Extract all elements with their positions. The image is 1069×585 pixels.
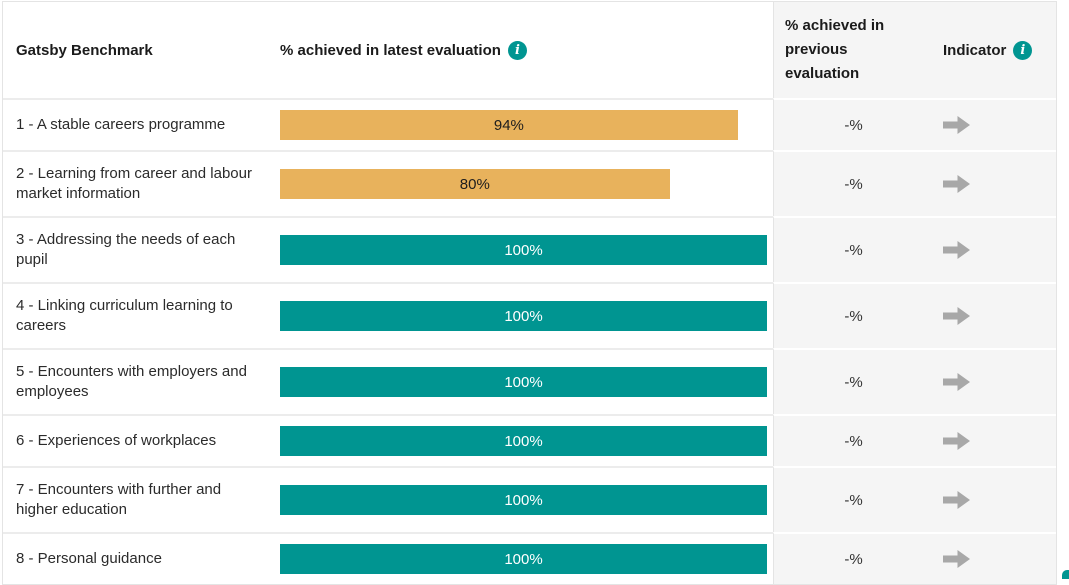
info-icon[interactable]: i [1013,40,1033,60]
latest-bar: 94% [280,110,738,140]
header-indicator: Indicator i [933,2,1056,98]
benchmark-row-1: 1 - A stable careers programme 94% -% [3,98,1056,150]
bar-value-label: 94% [493,116,524,134]
bar-value-label: 100% [504,373,543,391]
latest-bar: 100% [280,426,767,456]
bar-track: 100% [280,485,767,515]
header-latest-label: % achieved in latest evaluation [280,41,501,59]
bar-value-label: 100% [504,307,543,325]
corner-accent [1062,570,1069,579]
right-arrow-icon [943,550,970,568]
benchmark-label: 2 - Learning from career and labour mark… [3,150,278,216]
indicator-cell [933,150,1056,216]
indicator-cell [933,216,1056,282]
previous-value: -% [773,532,933,584]
benchmark-row-5: 5 - Encounters with employers and employ… [3,348,1056,414]
right-arrow-icon [943,175,970,193]
latest-bar-cell: 100% [278,532,773,584]
previous-value: -% [773,216,933,282]
right-arrow-icon [943,241,970,259]
info-icon[interactable]: i [507,40,527,60]
benchmark-label: 6 - Experiences of workplaces [3,414,278,466]
header-benchmark: Gatsby Benchmark [3,2,278,98]
benchmark-label: 3 - Addressing the needs of each pupil [3,216,278,282]
latest-bar: 100% [280,544,767,574]
indicator-cell [933,282,1056,348]
benchmark-label: 8 - Personal guidance [3,532,278,584]
latest-bar-cell: 100% [278,466,773,532]
previous-value: -% [773,348,933,414]
benchmark-row-6: 6 - Experiences of workplaces 100% -% [3,414,1056,466]
benchmark-row-7: 7 - Encounters with further and higher e… [3,466,1056,532]
benchmark-label: 5 - Encounters with employers and employ… [3,348,278,414]
indicator-cell [933,414,1056,466]
benchmark-row-2: 2 - Learning from career and labour mark… [3,150,1056,216]
right-arrow-icon [943,116,970,134]
benchmark-label: 7 - Encounters with further and higher e… [3,466,278,532]
latest-bar: 100% [280,235,767,265]
benchmark-row-8: 8 - Personal guidance 100% -% [3,532,1056,584]
indicator-cell [933,466,1056,532]
bar-track: 100% [280,426,767,456]
header-previous: % achieved in previous evaluation [773,2,933,98]
bar-track: 94% [280,110,767,140]
header-benchmark-label: Gatsby Benchmark [16,41,153,59]
bar-value-label: 100% [504,241,543,259]
header-indicator-label: Indicator [943,41,1007,59]
right-arrow-icon [943,373,970,391]
header-latest: % achieved in latest evaluation i [278,2,773,98]
latest-bar-cell: 100% [278,282,773,348]
indicator-cell [933,348,1056,414]
bar-track: 100% [280,301,767,331]
benchmark-label: 4 - Linking curriculum learning to caree… [3,282,278,348]
table-header-row: Gatsby Benchmark % achieved in latest ev… [3,2,1056,98]
previous-value: -% [773,282,933,348]
previous-value: -% [773,150,933,216]
latest-bar-cell: 100% [278,414,773,466]
previous-value: -% [773,414,933,466]
indicator-cell [933,532,1056,584]
bar-track: 100% [280,544,767,574]
latest-bar: 100% [280,301,767,331]
latest-bar-cell: 100% [278,216,773,282]
right-arrow-icon [943,491,970,509]
latest-bar: 80% [280,169,670,199]
benchmark-label: 1 - A stable careers programme [3,98,278,150]
bar-value-label: 100% [504,432,543,450]
previous-value: -% [773,98,933,150]
header-previous-label: % achieved in previous evaluation [785,17,885,82]
benchmark-row-3: 3 - Addressing the needs of each pupil 1… [3,216,1056,282]
right-arrow-icon [943,307,970,325]
right-arrow-icon [943,432,970,450]
latest-bar-cell: 100% [278,348,773,414]
benchmark-row-4: 4 - Linking curriculum learning to caree… [3,282,1056,348]
previous-value: -% [773,466,933,532]
bar-value-label: 100% [504,550,543,568]
latest-bar-cell: 94% [278,98,773,150]
bar-value-label: 100% [504,491,543,509]
latest-bar: 100% [280,367,767,397]
latest-bar-cell: 80% [278,150,773,216]
bar-track: 100% [280,235,767,265]
indicator-cell [933,98,1056,150]
bar-value-label: 80% [459,175,490,193]
bar-track: 100% [280,367,767,397]
bar-track: 80% [280,169,767,199]
latest-bar: 100% [280,485,767,515]
